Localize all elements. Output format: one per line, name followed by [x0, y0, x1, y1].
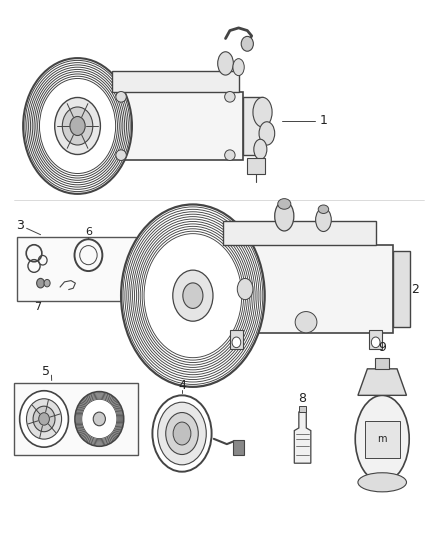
Ellipse shape — [142, 231, 244, 360]
Ellipse shape — [158, 402, 206, 465]
Ellipse shape — [38, 76, 117, 176]
Bar — [219, 245, 393, 333]
Bar — [365, 422, 400, 458]
Ellipse shape — [81, 398, 118, 440]
Text: 2: 2 — [411, 282, 419, 295]
Ellipse shape — [30, 67, 125, 185]
Text: 6: 6 — [85, 227, 92, 237]
Ellipse shape — [80, 246, 97, 265]
Ellipse shape — [28, 65, 127, 187]
Ellipse shape — [136, 224, 249, 367]
Ellipse shape — [37, 278, 45, 288]
Bar — [223, 221, 376, 245]
Ellipse shape — [55, 98, 100, 155]
Ellipse shape — [32, 69, 123, 182]
Ellipse shape — [70, 117, 85, 135]
Ellipse shape — [80, 397, 119, 441]
Bar — [299, 407, 306, 412]
Polygon shape — [358, 369, 406, 395]
Ellipse shape — [129, 214, 257, 377]
Ellipse shape — [44, 279, 50, 287]
Ellipse shape — [36, 74, 119, 178]
Ellipse shape — [253, 98, 272, 127]
Bar — [233, 440, 244, 455]
Ellipse shape — [82, 399, 117, 439]
Ellipse shape — [116, 150, 126, 160]
Ellipse shape — [39, 78, 116, 174]
Ellipse shape — [131, 216, 255, 375]
Text: 4: 4 — [178, 379, 186, 392]
Ellipse shape — [232, 337, 241, 348]
Ellipse shape — [20, 391, 68, 447]
Ellipse shape — [254, 139, 267, 159]
Ellipse shape — [144, 233, 242, 358]
Ellipse shape — [23, 58, 132, 194]
Bar — [243, 97, 262, 155]
Ellipse shape — [166, 413, 198, 455]
Ellipse shape — [125, 209, 261, 382]
Ellipse shape — [173, 270, 213, 321]
Bar — [369, 330, 382, 349]
Ellipse shape — [33, 406, 55, 432]
Ellipse shape — [237, 278, 253, 300]
Ellipse shape — [75, 392, 124, 446]
Ellipse shape — [355, 395, 409, 482]
Text: m: m — [378, 434, 387, 444]
Ellipse shape — [62, 107, 93, 145]
Text: 8: 8 — [299, 392, 307, 405]
Ellipse shape — [275, 201, 294, 231]
Text: 7: 7 — [34, 302, 41, 312]
Ellipse shape — [218, 52, 233, 75]
Bar — [393, 251, 410, 327]
Bar — [230, 330, 243, 349]
Ellipse shape — [371, 337, 380, 348]
Ellipse shape — [318, 205, 328, 214]
Ellipse shape — [241, 36, 253, 51]
Ellipse shape — [225, 92, 235, 102]
Ellipse shape — [93, 412, 106, 426]
Bar — [113, 71, 239, 92]
Bar — [247, 158, 265, 174]
Ellipse shape — [26, 399, 62, 439]
Ellipse shape — [140, 229, 246, 362]
Bar — [14, 383, 138, 455]
Polygon shape — [294, 412, 311, 463]
Ellipse shape — [259, 122, 275, 145]
Ellipse shape — [152, 395, 212, 472]
Text: 3: 3 — [16, 219, 24, 232]
Ellipse shape — [123, 207, 263, 384]
Ellipse shape — [316, 208, 331, 231]
Ellipse shape — [116, 92, 126, 102]
Ellipse shape — [121, 205, 265, 387]
Ellipse shape — [225, 150, 235, 160]
Ellipse shape — [77, 394, 122, 444]
Text: 1: 1 — [319, 114, 327, 127]
Ellipse shape — [78, 395, 121, 443]
Text: 5: 5 — [42, 365, 50, 378]
Ellipse shape — [127, 212, 259, 379]
Bar — [17, 237, 136, 301]
Bar — [108, 92, 243, 160]
Ellipse shape — [134, 222, 251, 370]
Ellipse shape — [133, 219, 253, 372]
Ellipse shape — [79, 396, 120, 442]
Ellipse shape — [39, 413, 49, 425]
Bar — [375, 358, 389, 369]
Ellipse shape — [34, 72, 121, 180]
Text: 9: 9 — [378, 341, 386, 354]
Ellipse shape — [183, 283, 203, 309]
Ellipse shape — [295, 312, 317, 333]
Ellipse shape — [173, 422, 191, 445]
Ellipse shape — [138, 227, 247, 365]
Ellipse shape — [358, 473, 406, 492]
Ellipse shape — [278, 199, 291, 209]
Ellipse shape — [27, 63, 128, 189]
Ellipse shape — [25, 60, 130, 191]
Ellipse shape — [76, 393, 123, 445]
Ellipse shape — [233, 59, 244, 76]
